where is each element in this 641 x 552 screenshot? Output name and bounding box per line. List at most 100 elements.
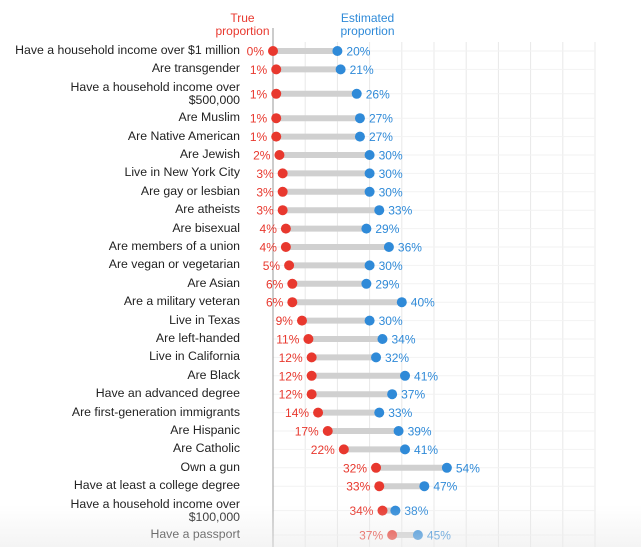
true-dot bbox=[338, 444, 349, 455]
estimated-value-label: 41% bbox=[414, 443, 438, 457]
estimated-value-label: 38% bbox=[404, 504, 428, 518]
true-value-label: 37% bbox=[359, 529, 383, 543]
true-dot bbox=[287, 278, 298, 289]
true-dot bbox=[371, 462, 382, 473]
true-dot bbox=[280, 223, 291, 234]
true-dot bbox=[271, 113, 282, 124]
row-label: Are vegan or vegetarian bbox=[108, 257, 240, 272]
row-label: Are Asian bbox=[187, 275, 240, 290]
estimated-dot bbox=[390, 505, 401, 516]
true-value-label: 5% bbox=[263, 259, 281, 273]
estimated-value-label: 27% bbox=[369, 112, 393, 126]
true-dot bbox=[313, 407, 324, 418]
estimated-dot bbox=[361, 278, 372, 289]
estimated-value-label: 32% bbox=[385, 351, 409, 365]
true-dot bbox=[280, 242, 291, 252]
estimated-dot bbox=[364, 168, 375, 179]
true-value-label: 3% bbox=[256, 167, 274, 181]
true-dot bbox=[303, 334, 314, 344]
estimated-value-label: 41% bbox=[414, 369, 438, 383]
true-value-label: 12% bbox=[279, 369, 303, 383]
true-dot bbox=[306, 389, 317, 400]
true-value-label: 33% bbox=[346, 480, 370, 494]
true-value-label: 22% bbox=[311, 443, 335, 457]
estimated-dot bbox=[441, 462, 452, 473]
true-value-label: 32% bbox=[343, 461, 367, 475]
true-value-label: 4% bbox=[260, 222, 278, 236]
true-value-label: 12% bbox=[279, 388, 303, 402]
row-label: Are Jewish bbox=[179, 147, 240, 161]
estimated-dot bbox=[374, 205, 385, 216]
true-value-label: 3% bbox=[256, 204, 274, 218]
row-label: Have a household income over $500,000 bbox=[70, 79, 240, 107]
estimated-dot bbox=[400, 370, 411, 381]
estimated-dot bbox=[400, 444, 411, 455]
row-label: Are first-generation immigrants bbox=[71, 404, 240, 419]
true-value-label: 1% bbox=[250, 112, 268, 126]
estimated-value-label: 30% bbox=[379, 149, 403, 163]
legend-true-proportion: True proportion bbox=[215, 11, 270, 38]
estimated-value-label: 30% bbox=[379, 314, 403, 328]
estimated-value-label: 29% bbox=[375, 222, 399, 236]
estimated-dot bbox=[364, 315, 375, 326]
estimated-value-label: 27% bbox=[369, 130, 393, 144]
estimated-value-label: 30% bbox=[379, 185, 403, 199]
row-label-line: Have a household income over bbox=[70, 496, 240, 511]
true-value-label: 0% bbox=[247, 45, 265, 59]
estimated-value-label: 34% bbox=[391, 333, 415, 347]
row-label: Are gay or lesbian bbox=[140, 183, 240, 198]
estimated-dot bbox=[354, 131, 365, 142]
row-label: Have at least a college degree bbox=[73, 478, 240, 493]
row-label: Are Black bbox=[187, 367, 240, 382]
true-dot bbox=[277, 168, 288, 179]
estimated-dot bbox=[396, 297, 407, 308]
estimated-dot bbox=[364, 150, 375, 160]
estimated-value-label: 29% bbox=[375, 277, 399, 291]
estimated-dot bbox=[354, 113, 365, 124]
true-dot bbox=[274, 150, 285, 160]
true-value-label: 4% bbox=[260, 241, 278, 255]
row-label: Own a gun bbox=[180, 459, 240, 474]
row-label: Are transgender bbox=[151, 61, 240, 76]
estimated-value-label: 33% bbox=[388, 406, 412, 420]
estimated-dot bbox=[361, 223, 372, 234]
legend-estimated-proportion: Estimated proportion bbox=[340, 11, 395, 38]
estimated-dot bbox=[419, 481, 430, 492]
true-dot bbox=[306, 370, 317, 381]
estimated-dot bbox=[393, 426, 404, 436]
estimated-dot bbox=[351, 88, 362, 99]
true-dot bbox=[387, 530, 398, 540]
true-value-label: 1% bbox=[250, 130, 268, 144]
estimated-dot bbox=[387, 389, 398, 400]
row-label-line: $100,000 bbox=[188, 509, 240, 524]
true-dot bbox=[374, 481, 385, 492]
row-label: Have a household income over $100,000 bbox=[70, 496, 240, 524]
estimated-value-label: 21% bbox=[350, 63, 374, 77]
true-value-label: 14% bbox=[285, 406, 309, 420]
estimated-value-label: 20% bbox=[346, 45, 370, 59]
true-dot bbox=[277, 186, 288, 197]
true-dot bbox=[277, 205, 288, 216]
estimated-dot bbox=[335, 64, 346, 75]
estimated-value-label: 40% bbox=[411, 296, 435, 310]
true-value-label: 6% bbox=[266, 277, 284, 291]
estimated-value-label: 30% bbox=[379, 167, 403, 181]
row-label: Have a household income over $1 million bbox=[15, 43, 240, 57]
true-dot bbox=[287, 297, 298, 308]
row-label: Have an advanced degree bbox=[95, 386, 240, 401]
true-dot bbox=[296, 315, 307, 326]
row-label-line: Have a household income over bbox=[70, 79, 240, 94]
true-dot bbox=[306, 352, 317, 363]
estimated-value-label: 54% bbox=[456, 461, 480, 475]
estimated-value-label: 30% bbox=[379, 259, 403, 273]
true-dot bbox=[377, 505, 388, 516]
true-value-label: 11% bbox=[276, 333, 299, 347]
true-value-label: 2% bbox=[253, 149, 271, 163]
row-label: Are Hispanic bbox=[170, 423, 240, 437]
estimated-value-label: 45% bbox=[427, 529, 451, 543]
true-value-label: 6% bbox=[266, 296, 284, 310]
estimated-dot bbox=[364, 186, 375, 197]
estimated-dot bbox=[383, 242, 394, 252]
